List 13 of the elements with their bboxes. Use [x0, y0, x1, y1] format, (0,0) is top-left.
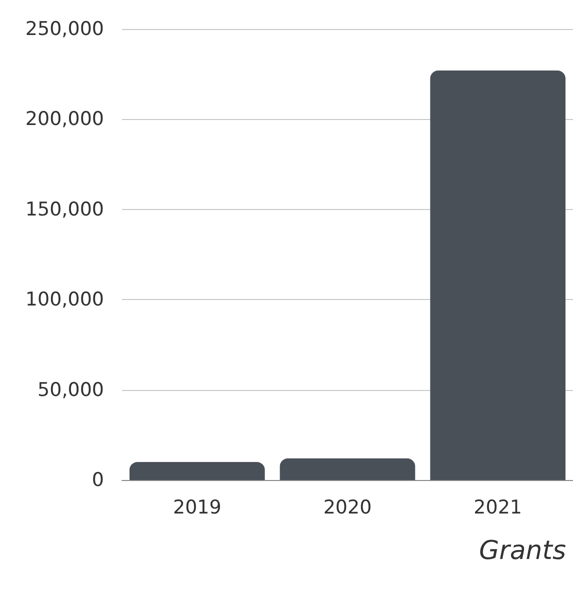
bar [430, 70, 566, 480]
y-tick-label: 0 [92, 469, 104, 491]
x-tick-label: 2019 [172, 496, 222, 518]
y-tick-label: 100,000 [25, 288, 104, 311]
x-tick-label: 2021 [474, 496, 522, 518]
y-tick-label: 150,000 [25, 198, 104, 220]
x-tick-label: 2020 [323, 496, 372, 518]
bar [130, 462, 265, 480]
text: Grants [479, 536, 566, 566]
y-tick-label: 50,000 [38, 378, 104, 401]
y-tick-label: 250,000 [25, 18, 104, 40]
y-tick-label: 200,000 [25, 108, 104, 130]
bar [280, 458, 416, 480]
